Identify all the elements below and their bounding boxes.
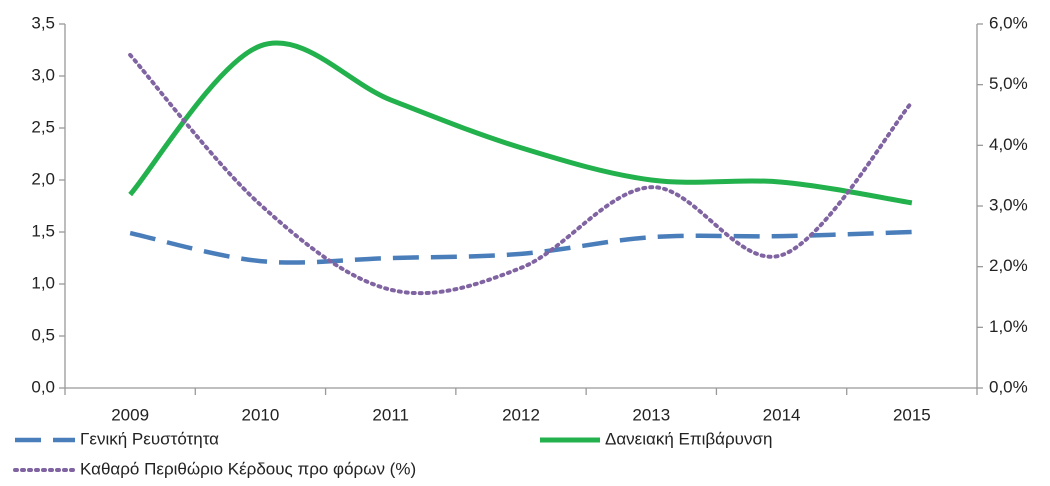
legend-label: Καθαρό Περιθώριο Κέρδους προ φόρων (%) (80, 459, 416, 478)
y-tick-label: 2,0 (31, 169, 55, 188)
y-tick-label: 0,0 (31, 377, 55, 396)
x-tick-label: 2015 (893, 405, 931, 424)
y2-tick-label: 2,0% (989, 256, 1028, 275)
y2-tick-label: 3,0% (989, 195, 1028, 214)
y2-tick-label: 6,0% (989, 13, 1028, 32)
y-tick-label: 2,5 (31, 117, 55, 136)
x-tick-label: 2014 (763, 405, 801, 424)
y-tick-label: 3,0 (31, 65, 55, 84)
x-tick-label: 2013 (632, 405, 670, 424)
x-tick-label: 2009 (111, 405, 149, 424)
line-series (128, 52, 914, 296)
y-tick-label: 1,5 (31, 221, 55, 240)
y-tick-label: 3,5 (31, 13, 55, 32)
legend-label: Γενική Ρευστότητα (80, 429, 219, 448)
legend-label: Δανειακή Επιβάρυνση (605, 429, 772, 448)
y2-tick-label: 4,0% (989, 135, 1028, 154)
y-tick-label: 0,5 (31, 325, 55, 344)
y2-tick-label: 0,0% (989, 377, 1028, 396)
x-tick-label: 2010 (242, 405, 280, 424)
line-series (128, 40, 913, 206)
x-tick-label: 2011 (372, 405, 409, 424)
x-tick-label: 2012 (502, 405, 540, 424)
y-tick-label: 1,0 (31, 273, 55, 292)
y2-tick-label: 5,0% (989, 74, 1028, 93)
y2-tick-label: 1,0% (989, 317, 1028, 336)
line-series (129, 229, 912, 265)
